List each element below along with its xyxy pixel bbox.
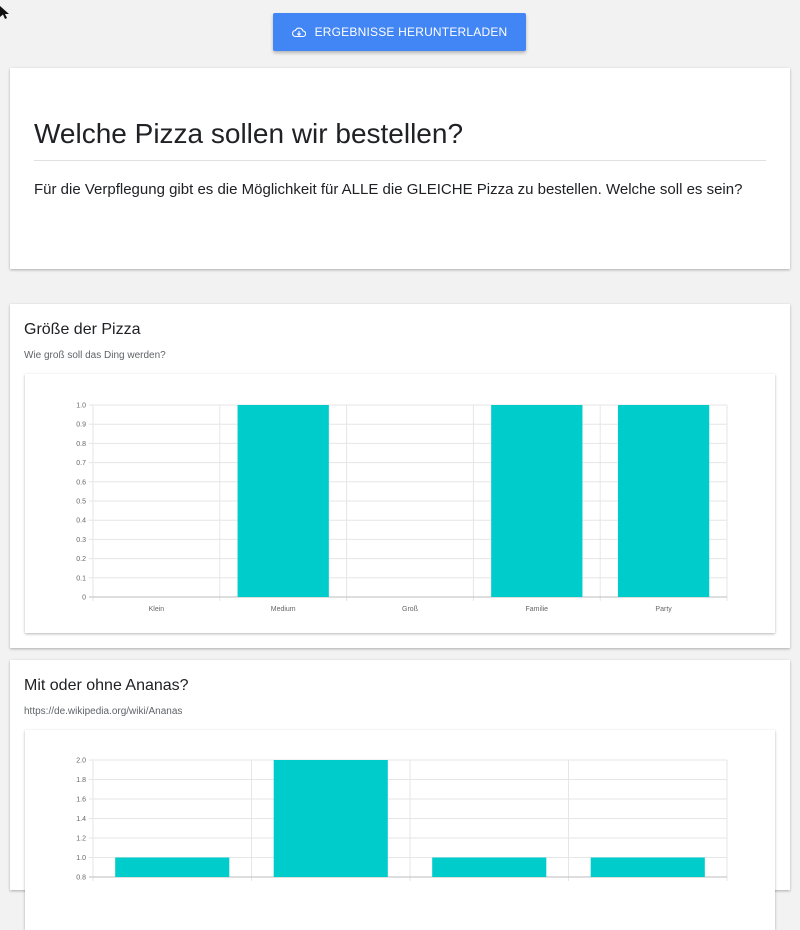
- question-card-pineapple: Mit oder ohne Ananas? https://de.wikiped…: [10, 660, 790, 930]
- question-card-size: Größe der Pizza Wie groß soll das Ding w…: [10, 304, 790, 648]
- y-tick-label: 1.2: [76, 836, 86, 843]
- y-tick-label: 1.0: [76, 403, 86, 410]
- bar-1-1[interactable]: [273, 760, 388, 877]
- x-tick-label: Party: [655, 606, 672, 613]
- y-tick-label: 0.4: [76, 518, 86, 525]
- y-tick-label: 0.7: [76, 460, 86, 467]
- bar-1-0[interactable]: [115, 857, 230, 878]
- mouse-cursor-icon: [0, 6, 9, 19]
- chart-panel: 0.8 1.0 1.2 1.4 1.6 1.8 2.0: [25, 730, 775, 930]
- x-tick-label: Medium: [271, 606, 296, 613]
- download-results-label: ERGEBNISSE HERUNTERLADEN: [314, 25, 508, 39]
- y-tick-label: 1.0: [76, 855, 86, 862]
- y-tick-label: 2.0: [76, 758, 86, 765]
- y-tick-label: 0.6: [76, 479, 86, 486]
- x-tick-label: Familie: [526, 606, 549, 613]
- bar-chart-size: 0 0.1 0.2 0.3 0.4 0.5 0.6 0.7 0.8 0.9 1.0 Klein Medi…: [76, 403, 728, 613]
- download-results-button[interactable]: ERGEBNISSE HERUNTERLADEN: [273, 13, 526, 51]
- question-subtitle: Wie groß soll das Ding werden?: [24, 350, 166, 361]
- survey-intro-card: Welche Pizza sollen wir bestellen? Für d…: [10, 68, 790, 269]
- question-title: Mit oder ohne Ananas?: [24, 677, 189, 694]
- question-subtitle: https://de.wikipedia.org/wiki/Ananas: [24, 706, 183, 717]
- y-tick-label: 0.2: [76, 556, 86, 563]
- bar-1-3[interactable]: [590, 857, 705, 878]
- survey-title: Welche Pizza sollen wir bestellen?: [34, 118, 464, 149]
- y-tick-label: 0.8: [76, 875, 86, 882]
- bar-0-4[interactable]: [617, 405, 710, 597]
- y-tick-label: 1.6: [76, 797, 86, 804]
- bar-1-2[interactable]: [432, 857, 547, 878]
- bar-0-3[interactable]: [491, 405, 583, 597]
- chart-panel: 0 0.1 0.2 0.3 0.4 0.5 0.6 0.7 0.8 0.9 1.0 Klein Medi…: [25, 374, 775, 633]
- y-tick-label: 0.1: [76, 575, 86, 582]
- x-tick-label: Groß: [402, 606, 418, 613]
- divider: [34, 160, 766, 161]
- y-tick-label: 0.8: [76, 441, 86, 448]
- y-tick-label: 0.5: [76, 499, 86, 506]
- cloud-download-icon: [291, 27, 306, 38]
- y-tick-label: 0.9: [76, 422, 86, 429]
- y-tick-label: 1.4: [76, 816, 86, 823]
- x-tick-label: Klein: [149, 606, 165, 613]
- bar-chart-pineapple: 0.8 1.0 1.2 1.4 1.6 1.8 2.0: [76, 758, 728, 882]
- y-tick-label: 1.8: [76, 777, 86, 784]
- y-tick-label: 0.3: [76, 537, 86, 544]
- bar-0-1[interactable]: [237, 405, 329, 597]
- y-tick-label: 0: [82, 595, 86, 602]
- survey-description: Für die Verpflegung gibt es die Möglichk…: [34, 181, 743, 198]
- question-title: Größe der Pizza: [24, 321, 141, 338]
